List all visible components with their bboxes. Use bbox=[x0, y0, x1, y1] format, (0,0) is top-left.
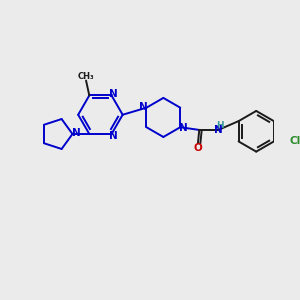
Text: N: N bbox=[109, 131, 118, 141]
Text: N: N bbox=[179, 123, 188, 133]
Text: N: N bbox=[109, 88, 118, 99]
Text: CH₃: CH₃ bbox=[78, 72, 94, 81]
Text: H: H bbox=[216, 121, 224, 130]
Text: O: O bbox=[194, 143, 202, 153]
Text: N: N bbox=[73, 128, 81, 139]
Text: Cl: Cl bbox=[290, 136, 300, 146]
Text: N: N bbox=[214, 125, 223, 135]
Text: N: N bbox=[139, 102, 148, 112]
